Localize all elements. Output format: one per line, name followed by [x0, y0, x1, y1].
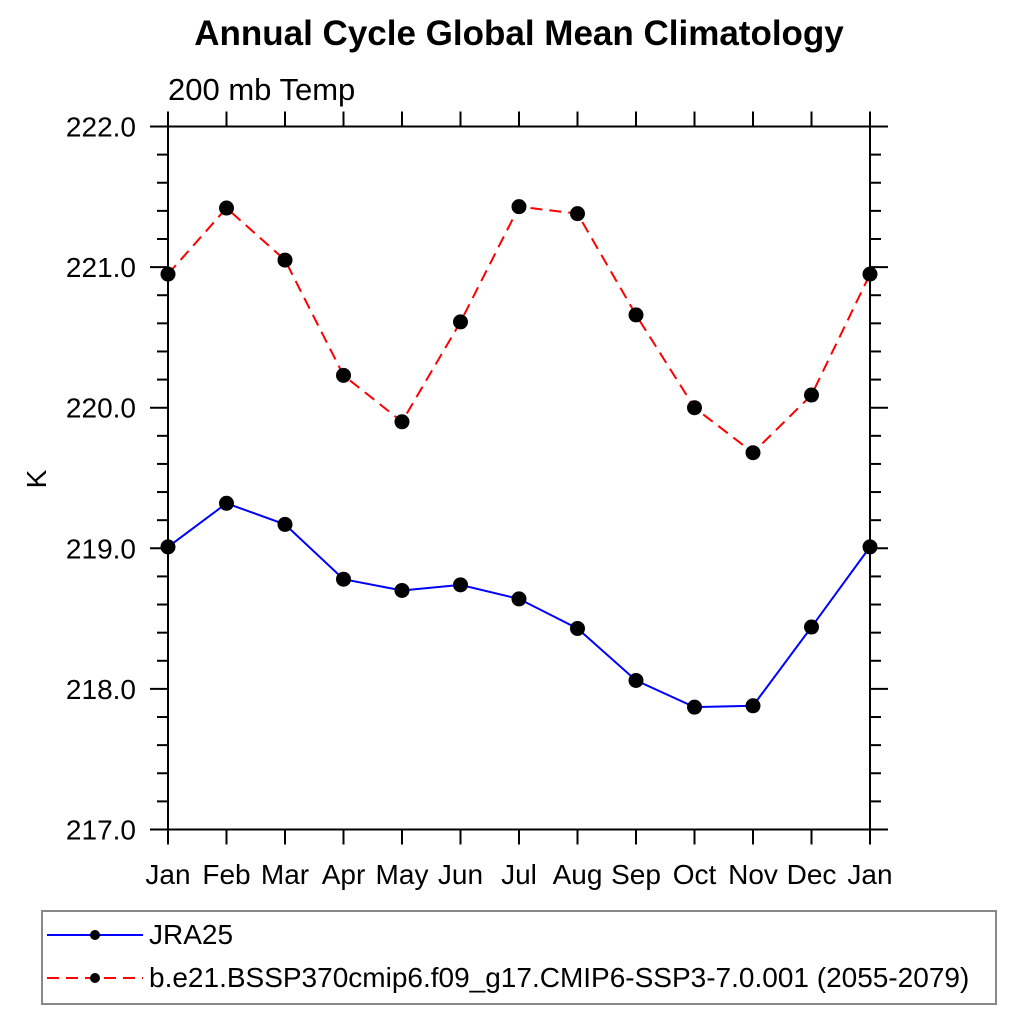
legend-label: JRA25	[149, 918, 234, 950]
x-tick-label: Jul	[501, 859, 537, 890]
x-tick-label: Jan	[145, 859, 190, 890]
data-point-marker	[862, 539, 878, 555]
data-point-marker	[336, 367, 351, 383]
series-line-1	[167, 205, 871, 455]
data-point-marker	[687, 699, 702, 715]
legend-line-sample-solid	[47, 929, 143, 940]
y-axis-ticks: 217.0 218.0 219.0 220.0 221.0 222.0	[66, 112, 888, 846]
data-point-marker	[862, 266, 878, 282]
data-point-marker	[628, 672, 644, 688]
x-tick-label: Aug	[553, 859, 603, 890]
x-tick-label: Sep	[611, 859, 661, 890]
chart-subtitle: 200 mb Temp	[168, 72, 356, 107]
legend-sample-marker	[90, 929, 100, 940]
data-point-marker	[804, 619, 819, 635]
data-point-marker	[394, 414, 410, 430]
data-point-marker	[277, 252, 293, 268]
data-point-marker	[453, 577, 468, 593]
x-axis-ticks: Jan Feb Mar Apr May Jun Jul Aug Sep Oct Nov Dec Jan	[145, 111, 893, 890]
data-point-marker	[804, 387, 819, 403]
y-axis-label: K	[21, 469, 52, 489]
y-tick-label: 217.0	[66, 815, 136, 846]
data-point-marker	[394, 582, 410, 598]
legend-box: JRA25 b.e21.BSSP370cmip6.f09_g17.CMIP6-S…	[41, 910, 997, 1005]
data-point-marker	[570, 620, 585, 636]
legend-label: b.e21.BSSP370cmip6.f09_g17.CMIP6-SSP3-7.…	[149, 961, 970, 993]
data-point-marker	[570, 206, 585, 222]
y-tick-label: 218.0	[66, 674, 136, 705]
series-1	[160, 199, 878, 461]
y-tick-label: 222.0	[66, 112, 136, 143]
x-tick-label: Oct	[673, 859, 717, 890]
y-tick-label: 221.0	[66, 252, 136, 283]
data-point-marker	[219, 495, 234, 511]
data-point-marker	[277, 516, 293, 532]
data-point-marker	[336, 571, 351, 587]
data-point-marker	[219, 200, 234, 216]
chart-title: Annual Cycle Global Mean Climatology	[194, 14, 844, 53]
x-tick-label: Feb	[202, 859, 250, 890]
x-tick-label: Dec	[787, 859, 837, 890]
x-tick-label: Mar	[261, 859, 309, 890]
series-0	[160, 495, 878, 715]
x-tick-label: Apr	[322, 859, 366, 890]
legend-line-sample-dashed	[47, 972, 143, 983]
x-tick-label: Jun	[438, 859, 483, 890]
x-tick-label: Nov	[728, 859, 778, 890]
y-tick-label: 220.0	[66, 393, 136, 424]
plot-frame	[167, 125, 871, 831]
x-tick-label: May	[376, 859, 429, 890]
data-point-marker	[160, 539, 176, 555]
data-point-marker	[745, 698, 761, 714]
data-point-marker	[160, 266, 176, 282]
data-point-marker	[453, 314, 468, 330]
data-point-marker	[628, 307, 644, 323]
y-tick-label: 219.0	[66, 533, 136, 564]
data-point-marker	[511, 591, 527, 607]
data-point-marker	[511, 199, 527, 215]
data-point-marker	[687, 400, 702, 416]
legend-item-model: b.e21.BSSP370cmip6.f09_g17.CMIP6-SSP3-7.…	[46, 956, 995, 999]
data-point-marker	[745, 445, 761, 461]
legend-item-jra25: JRA25	[46, 913, 995, 956]
x-tick-label: Jan	[847, 859, 892, 890]
legend-sample-marker	[90, 972, 100, 983]
